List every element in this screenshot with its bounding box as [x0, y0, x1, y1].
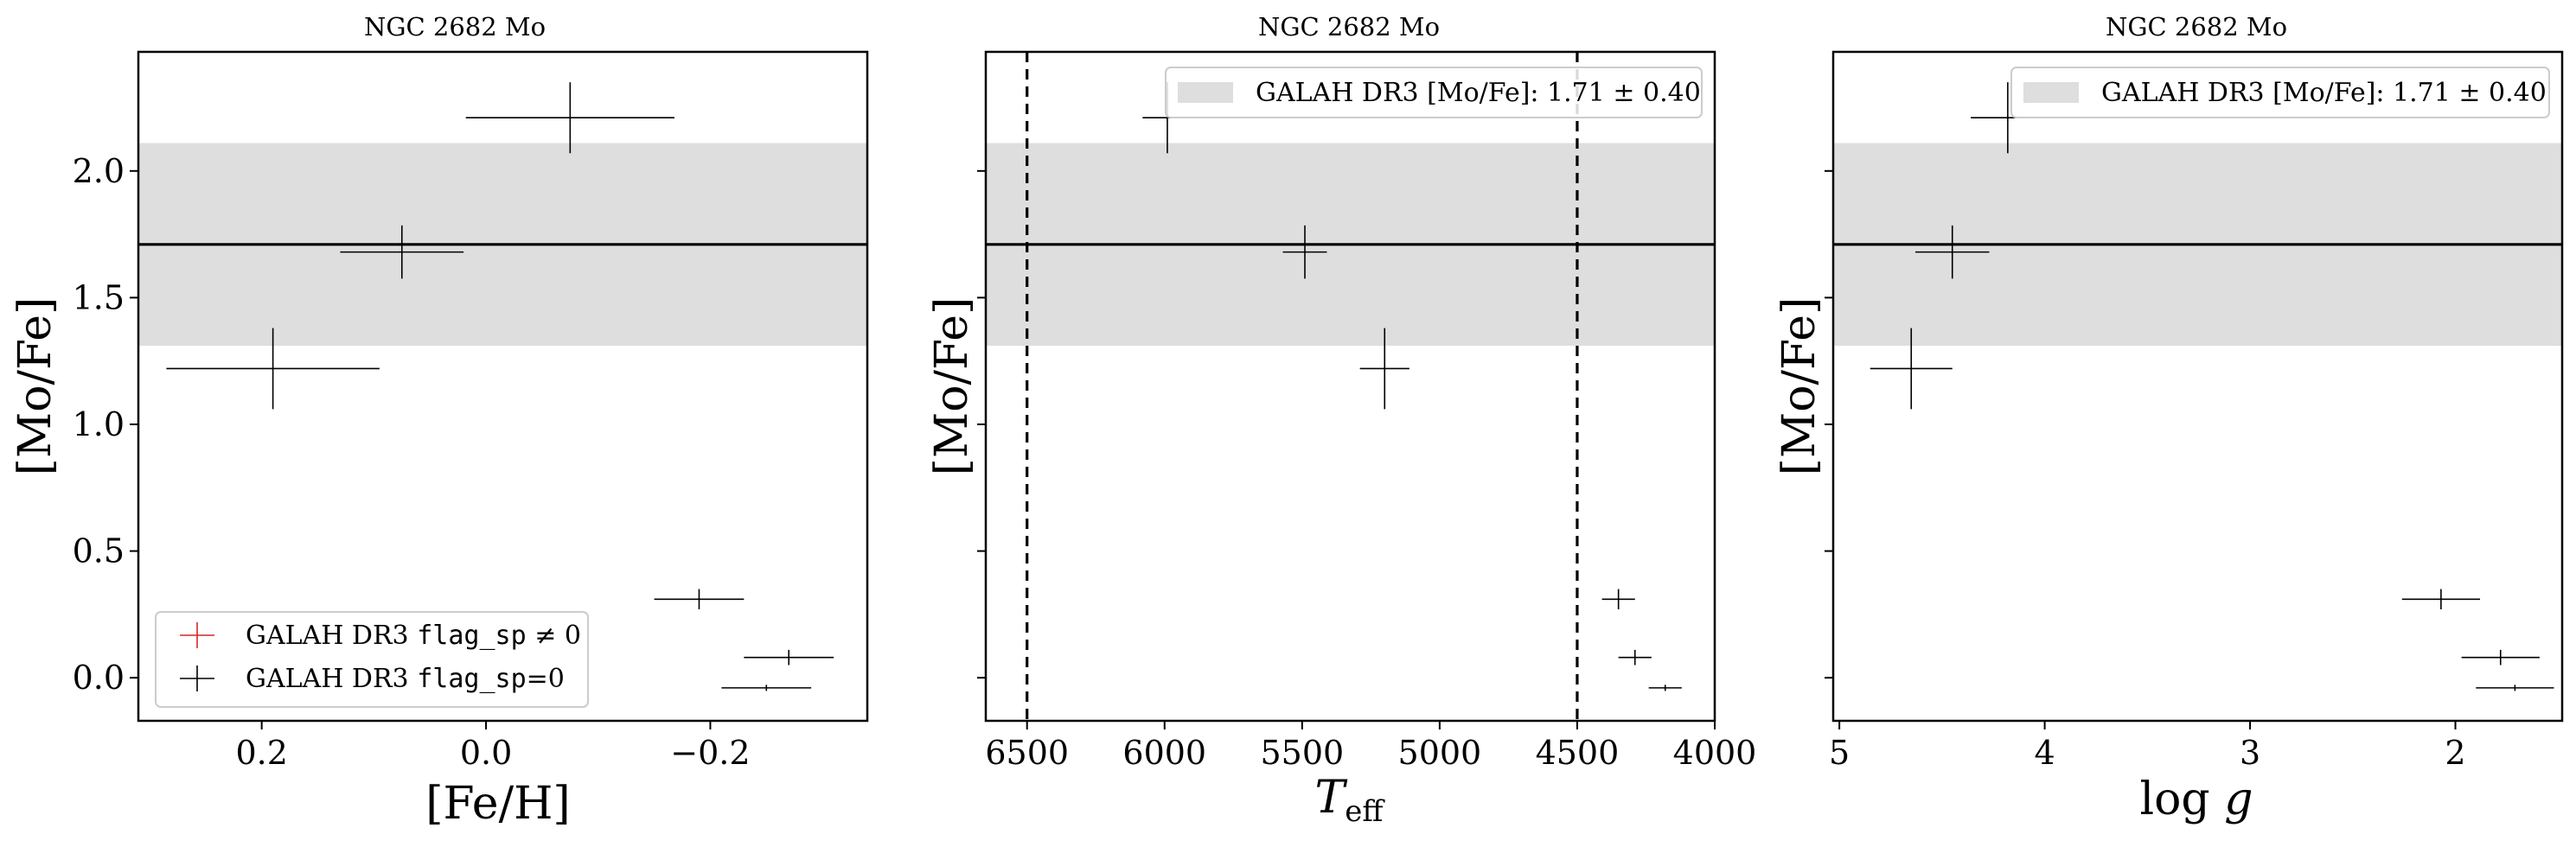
panel-2-legend: GALAH DR3 [Mo/Fe]: 1.71 ± 0.40	[1165, 67, 1703, 118]
legend-entry-galah-band: GALAH DR3 [Mo/Fe]: 1.71 ± 0.40	[2101, 78, 2547, 108]
data-point	[654, 589, 745, 609]
panel-2-title: NGC 2682 Mo	[1258, 12, 1440, 41]
panel-1-ylabel: [Mo/Fe]	[10, 297, 61, 476]
panel-1-frame	[137, 50, 869, 723]
data-point	[465, 82, 674, 154]
data-point	[1618, 649, 1652, 666]
panel-3-legend: GALAH DR3 [Mo/Fe]: 1.71 ± 0.40	[2010, 67, 2550, 118]
x-tick-label: 4500	[1536, 734, 1620, 772]
data-point	[1282, 225, 1327, 279]
legend-entry-flag-zero: GALAH DR3 flag_sp=0	[246, 664, 565, 694]
data-point	[1648, 685, 1682, 691]
panel-1-title: NGC 2682 Mo	[364, 12, 546, 41]
data-point	[1601, 589, 1635, 609]
x-tick-label: 0.0	[460, 734, 512, 772]
legend-entry-flag-nonzero: GALAH DR3 flag_sp ≠ 0	[246, 621, 581, 651]
panel-logg: NGC 2682 Mo 5 4 3 2 log g [Mo/Fe] GALAH DR3…	[1774, 12, 2564, 825]
data-point	[340, 225, 464, 279]
data-point	[2461, 649, 2540, 666]
panel-3-title: NGC 2682 Mo	[2106, 12, 2287, 41]
x-tick-label: 5500	[1260, 734, 1344, 772]
x-tick-label: 4000	[1673, 734, 1757, 772]
panel-1-xlabel: [Fe/H]	[425, 778, 570, 830]
panel-3-ylabel: [Mo/Fe]	[1774, 297, 1825, 476]
data-point	[2401, 589, 2481, 609]
panel-3-xlabel: log g	[2139, 774, 2253, 825]
data-point	[1359, 328, 1409, 410]
legend-marker-red	[180, 622, 214, 648]
legend-entry-galah-band: GALAH DR3 [Mo/Fe]: 1.71 ± 0.40	[1256, 78, 1701, 108]
legend-marker-black	[180, 666, 214, 691]
panel-2-ylabel: [Mo/Fe]	[926, 297, 978, 476]
data-point	[2476, 685, 2554, 691]
x-tick-label: 0.2	[235, 734, 287, 772]
data-point	[1914, 225, 1990, 279]
y-tick-label: 0.5	[73, 532, 125, 570]
panel-teff: NGC 2682 Mo 6500 6000 5500 5000 4500 4000 Tef…	[926, 12, 1756, 829]
panel-2-frame	[984, 50, 1716, 723]
x-tick-label: 6500	[985, 734, 1069, 772]
panel-feh: NGC 2682 Mo 0.2 0.0 −0.2 0.0 0.5 1.0 1.5 2.0 […	[10, 12, 869, 830]
x-tick-label: −0.2	[670, 734, 750, 772]
y-tick-label: 1.5	[73, 278, 125, 316]
x-tick-label: 5000	[1398, 734, 1482, 772]
data-point	[1870, 328, 1953, 410]
data-point	[744, 649, 834, 666]
panel-1-legend: GALAH DR3 flag_sp ≠ 0 GALAH DR3 flag_sp=…	[155, 611, 589, 708]
y-tick-label: 1.0	[73, 405, 125, 443]
legend-band-swatch	[1178, 82, 1233, 103]
x-tick-label: 6000	[1122, 734, 1206, 772]
panel-3-frame	[1831, 50, 2564, 723]
x-tick-label: 2	[2445, 734, 2465, 772]
data-point	[721, 685, 812, 691]
x-tick-label: 5	[1829, 734, 1850, 772]
x-tick-label: 4	[2034, 734, 2055, 772]
x-tick-label: 3	[2240, 734, 2260, 772]
y-tick-label: 2.0	[73, 152, 125, 190]
data-point	[166, 328, 380, 410]
legend-band-swatch	[2023, 82, 2079, 103]
y-tick-label: 0.0	[73, 659, 125, 697]
panel-2-xlabel: Teff	[1315, 772, 1386, 829]
